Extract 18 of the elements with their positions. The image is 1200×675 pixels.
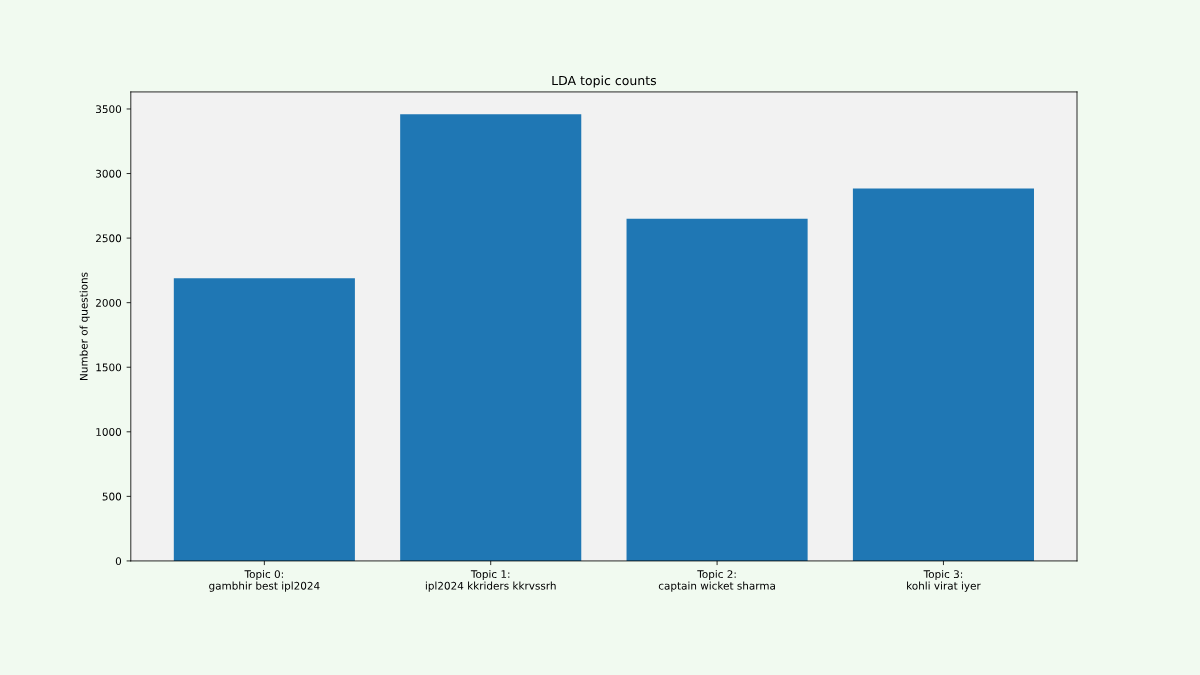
x-tick-label: Topic 3: kohli virat iyer: [907, 569, 981, 592]
y-tick-label: 0: [115, 557, 122, 566]
x-tick-label: Topic 0: gambhir best ipl2024: [209, 569, 320, 592]
y-tick-label: 1500: [96, 363, 122, 372]
y-tick-label: 2500: [96, 234, 122, 243]
y-tick-label: 2000: [96, 298, 122, 307]
x-tick-label: Topic 2: captain wicket sharma: [658, 569, 775, 592]
chart-title: LDA topic counts: [552, 75, 657, 88]
y-tick-label: 1000: [96, 428, 122, 436]
bar: [852, 188, 1034, 561]
y-tick-label: 3500: [96, 105, 122, 114]
bar: [400, 114, 582, 561]
bar: [626, 218, 808, 561]
y-tick-label: 3000: [96, 169, 122, 178]
y-tick-label: 500: [102, 492, 122, 501]
x-tick-label: Topic 1: ipl2024 kkriders kkrvssrh: [425, 569, 556, 592]
y-axis-title: Number of questions: [79, 272, 90, 380]
bar: [173, 278, 355, 561]
